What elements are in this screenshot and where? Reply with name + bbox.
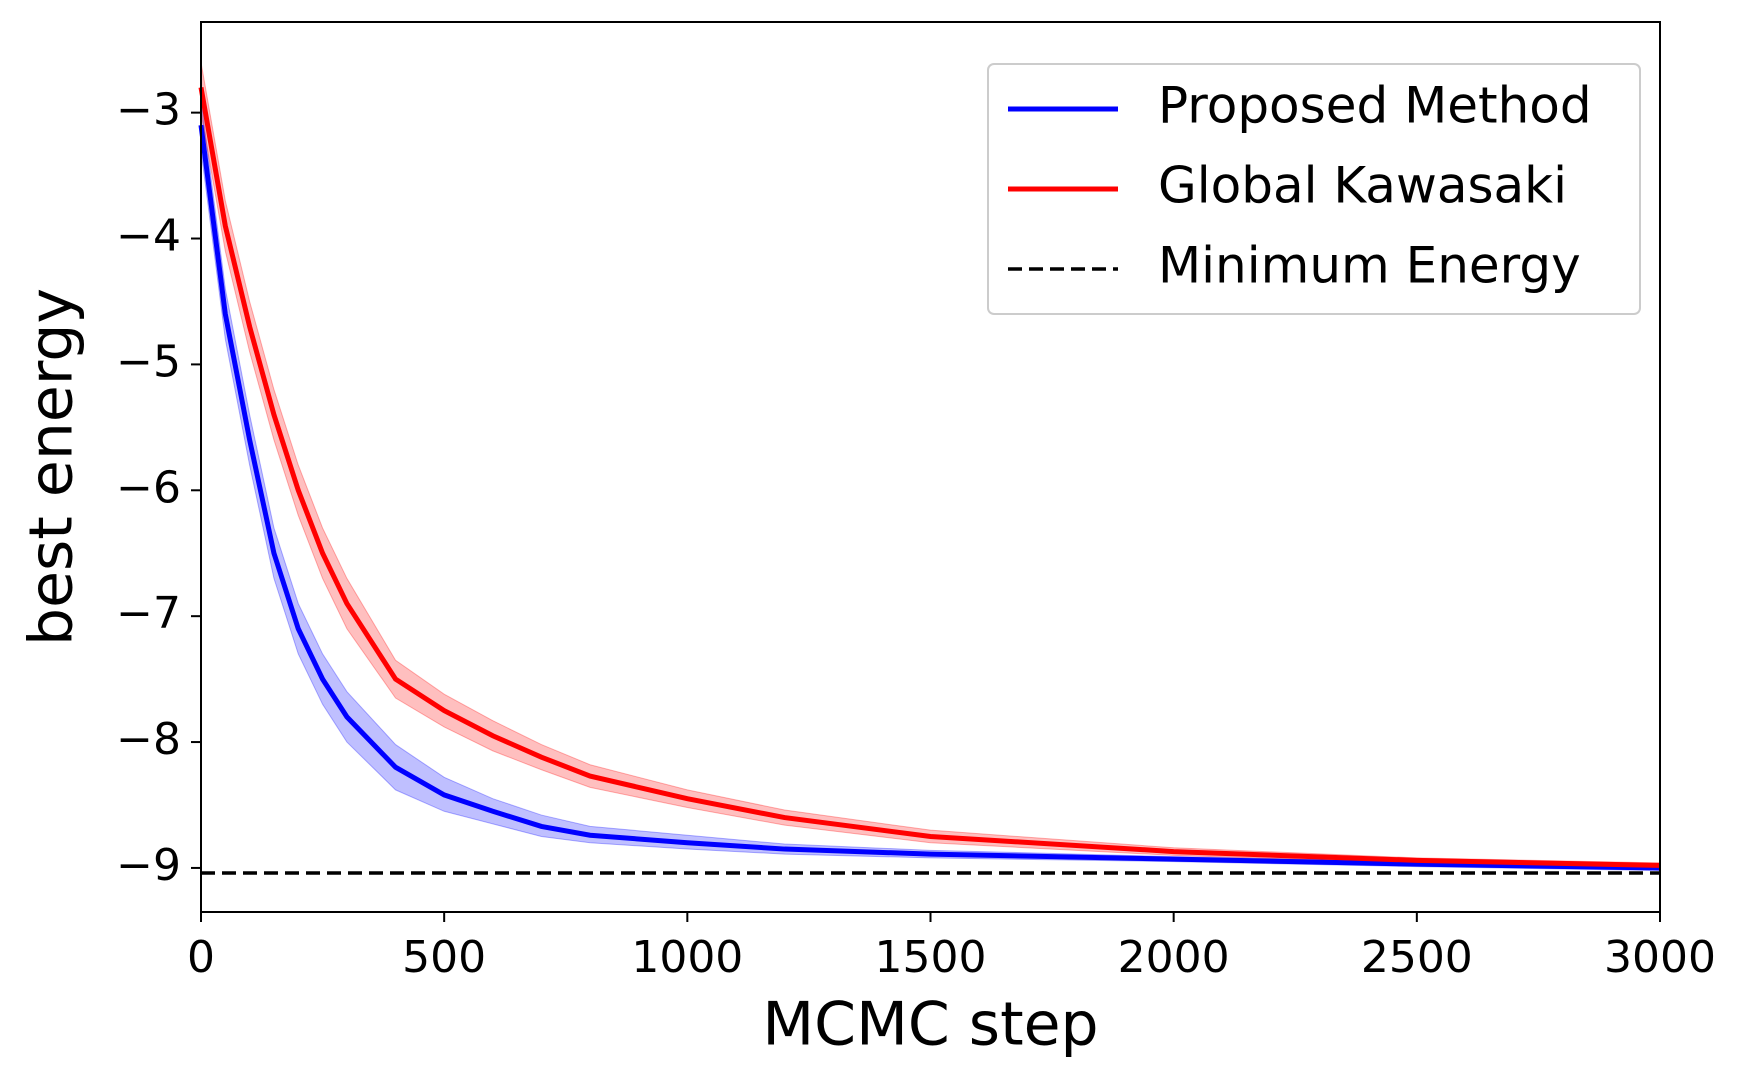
y-tick-label: −6	[116, 462, 181, 513]
legend-label: Minimum Energy	[1158, 237, 1581, 295]
y-tick-label: −4	[116, 211, 181, 262]
line	[198, 87, 1661, 868]
y-tick-label: −9	[116, 840, 181, 891]
x-tick-label: 2500	[1361, 932, 1473, 983]
y-tick-label: −5	[116, 336, 181, 387]
x-tick-label: 3000	[1604, 932, 1716, 983]
y-axis-label: best energy	[17, 288, 87, 646]
x-tick-label: 1000	[631, 932, 743, 983]
legend-label: Proposed Method	[1158, 77, 1592, 135]
x-tick-label: 1500	[875, 932, 987, 983]
legend-box	[987, 63, 1641, 315]
legend: Proposed Method Global Kawasaki Minimum En…	[987, 63, 1641, 315]
y-tick-label: −7	[116, 588, 181, 639]
x-tick-label: 2000	[1118, 932, 1230, 983]
y-tick-label: −8	[116, 714, 181, 765]
y-tick-label: −3	[116, 85, 181, 136]
x-axis-label: MCMC step	[762, 990, 1098, 1060]
line	[198, 124, 1661, 871]
legend-label: Global Kawasaki	[1158, 157, 1567, 215]
x-tick-label: 0	[187, 932, 215, 983]
x-tick-label: 500	[402, 932, 486, 983]
